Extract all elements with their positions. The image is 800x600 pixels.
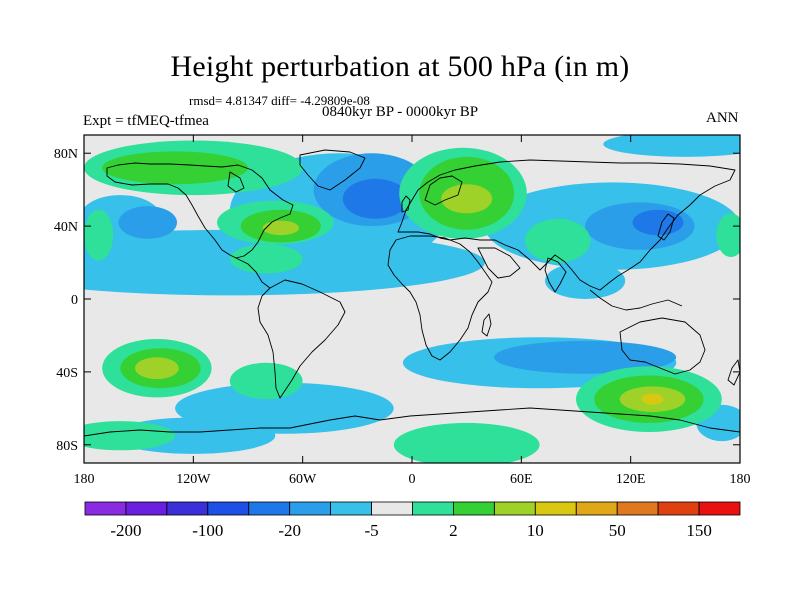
coastline-arabia xyxy=(477,247,521,279)
colorbar-label: 50 xyxy=(609,521,626,540)
colorbar xyxy=(84,501,741,516)
colorbar-segment xyxy=(698,501,741,516)
experiment-label: Expt = tfMEQ-tfmea xyxy=(83,113,209,129)
lat-label: 80S xyxy=(56,439,78,454)
contour-field xyxy=(84,135,740,463)
coastline-central-america xyxy=(235,257,271,289)
coastline-new-zealand xyxy=(727,359,740,386)
lon-label: 120E xyxy=(616,472,646,487)
anomaly-region-strong-neg xyxy=(632,209,684,236)
coastline-hudson-bay xyxy=(227,171,245,193)
colorbar-segment xyxy=(657,501,700,516)
anomaly-region-strong-neg xyxy=(342,178,409,219)
lon-label: 120W xyxy=(176,472,211,487)
anomaly-region-weak-neg xyxy=(545,262,626,299)
lon-label: 0 xyxy=(409,472,416,487)
coastline-southeast-asia xyxy=(589,289,683,311)
anomaly-region-weak-pos xyxy=(229,244,303,274)
coastline-scandinavia xyxy=(424,175,463,206)
anomaly-region-mod-neg xyxy=(493,340,677,374)
colorbar-label: 2 xyxy=(449,521,458,540)
anomaly-region-weak-pos xyxy=(393,422,540,463)
coastline-britain xyxy=(401,195,411,213)
coastlines xyxy=(84,149,740,437)
colorbar-segment xyxy=(371,501,413,516)
season-label: ANN xyxy=(706,110,739,126)
anomaly-region-weak-pos xyxy=(716,213,740,258)
colorbar-label: -100 xyxy=(192,521,223,540)
colorbar-label: -20 xyxy=(278,521,301,540)
lon-label: 180 xyxy=(730,472,751,487)
colorbar-label: -5 xyxy=(365,521,379,540)
latitude-labels: 80N 40N 0 40S 80S xyxy=(54,147,78,454)
lon-label: 60E xyxy=(510,472,533,487)
colorbar-segment xyxy=(452,501,495,516)
time-period-label: 0840kyr BP - 0000kyr BP xyxy=(322,104,479,120)
coastline-madagascar xyxy=(481,313,492,337)
coastline-africa xyxy=(387,235,493,361)
colorbar-segment xyxy=(330,501,372,516)
colorbar-segment xyxy=(289,501,332,516)
colorbar-segment xyxy=(207,501,250,516)
colorbar-labels: -200 -100 -20 -5 2 10 50 150 xyxy=(110,521,712,540)
rmsd-diff-stats: rmsd= 4.81347 diff= -4.29809e-08 xyxy=(189,93,370,108)
colorbar-label: 10 xyxy=(527,521,544,540)
colorbar-segment xyxy=(248,501,291,516)
axis-ticks xyxy=(83,135,741,463)
lat-label: 40N xyxy=(54,220,78,235)
lat-label: 40S xyxy=(56,366,78,381)
lat-label: 0 xyxy=(71,293,78,308)
colorbar-label: 150 xyxy=(686,521,712,540)
map-title: Height perturbation at 500 hPa (in m) xyxy=(170,50,630,83)
anomaly-region-weak-neg xyxy=(603,135,740,157)
colorbar-label: -200 xyxy=(110,521,141,540)
coastline-australia xyxy=(619,317,706,375)
coastline-north-america xyxy=(106,162,294,259)
colorbar-segment xyxy=(575,501,618,516)
anomaly-region-weak-pos xyxy=(525,218,591,263)
coastline-antarctica xyxy=(84,407,740,437)
anomaly-region-peak-pos xyxy=(641,393,664,405)
coastline-greenland xyxy=(299,149,366,191)
anomaly-region-mod-neg xyxy=(118,206,177,239)
anomaly-region-weak-pos xyxy=(229,362,303,400)
colorbar-segment xyxy=(84,501,127,516)
anomaly-region-strong-pos xyxy=(262,220,299,236)
lon-label: 180 xyxy=(74,472,95,487)
anomaly-region-mod-pos xyxy=(102,151,248,185)
colorbar-segment xyxy=(412,501,454,516)
anomaly-regions xyxy=(84,135,740,463)
anomaly-region-strong-pos xyxy=(441,184,493,214)
lat-label: 80N xyxy=(54,147,78,162)
colorbar-segment xyxy=(534,501,577,516)
coastline-japan xyxy=(657,213,675,241)
anomaly-region-weak-pos xyxy=(84,209,114,261)
coastline-india xyxy=(544,257,567,293)
coastline-europe-asia xyxy=(397,159,736,291)
lon-label: 60W xyxy=(289,472,317,487)
coastline-south-america xyxy=(257,279,346,399)
colorbar-segment xyxy=(125,501,168,516)
anomaly-region-strong-pos xyxy=(135,357,179,380)
longitude-labels: 180 120W 60W 0 60E 120E 180 xyxy=(74,472,751,487)
anomaly-region-weak-pos xyxy=(84,421,176,451)
colorbar-segment xyxy=(166,501,209,516)
colorbar-segment xyxy=(493,501,536,516)
colorbar-segment xyxy=(616,501,659,516)
